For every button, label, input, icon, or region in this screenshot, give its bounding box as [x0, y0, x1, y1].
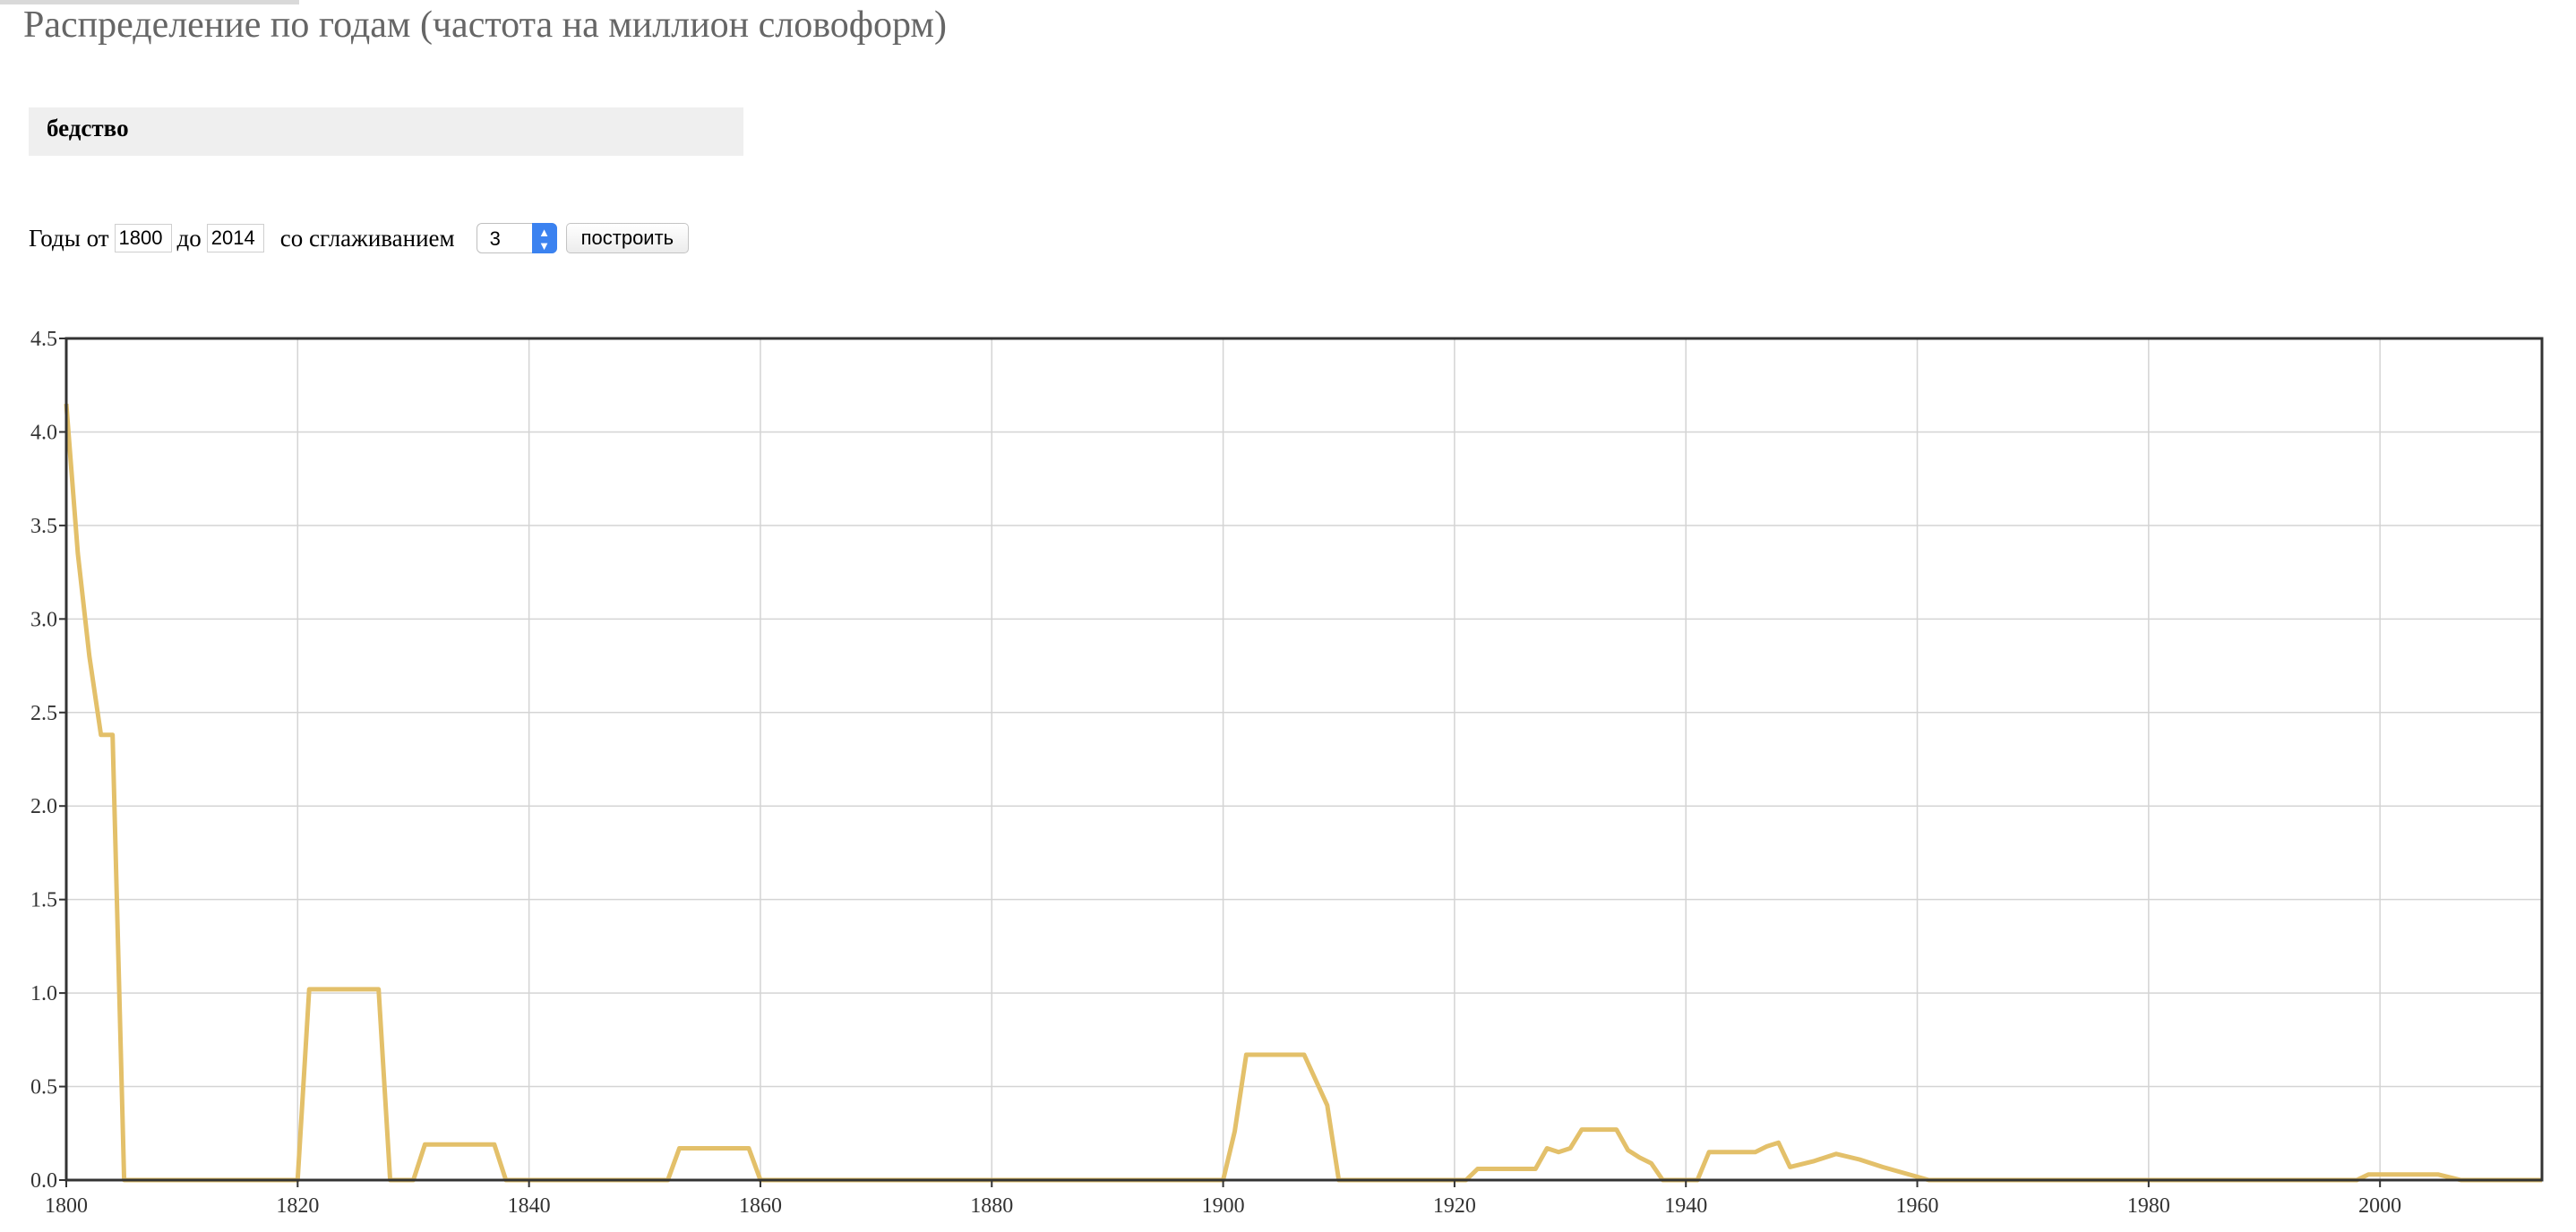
y-tick-label: 2.5 [30, 702, 57, 725]
years-from-label: Годы от [29, 224, 109, 252]
chart-series [64, 403, 2542, 1183]
x-tick-label: 1800 [45, 1194, 88, 1218]
x-tick-label: 1880 [970, 1194, 1013, 1218]
y-tick-label: 4.0 [30, 421, 57, 444]
x-tick-label: 1860 [739, 1194, 782, 1218]
chart-grid [65, 338, 2542, 1181]
top-accent-bar [0, 0, 299, 4]
y-tick-label: 3.0 [30, 608, 57, 631]
smoothing-value: 3 [489, 227, 501, 250]
y-tick-label: 4.5 [30, 328, 57, 351]
query-box: бедство [29, 107, 743, 156]
smoothing-label: со сглаживанием [279, 224, 455, 252]
x-tick-label: 1980 [2127, 1194, 2170, 1218]
y-tick-label: 2.0 [30, 795, 57, 818]
x-tick-label: 2000 [2358, 1194, 2401, 1218]
x-tick-label: 1920 [1433, 1194, 1476, 1218]
y-tick-label: 0.5 [30, 1076, 57, 1099]
x-tick-label: 1940 [1664, 1194, 1707, 1218]
chart-frame [59, 337, 2544, 1187]
y-tick-label: 1.0 [30, 982, 57, 1005]
y-tick-label: 3.5 [30, 515, 57, 538]
x-tick-label: 1960 [1896, 1194, 1939, 1218]
y-tick-label: 1.5 [30, 889, 57, 912]
controls-row: Годы от до со сглаживанием 3 ▲▼ построит… [29, 220, 690, 256]
chart-tick-labels: 0.0 0.5 1.0 1.5 2.0 2.5 3.0 3.5 4.0 4.5 1800 1820 18… [30, 328, 2401, 1218]
x-tick-label: 1900 [1202, 1194, 1245, 1218]
series-line [64, 403, 2542, 1183]
year-to-input[interactable] [206, 224, 264, 252]
query-word: бедство [47, 115, 129, 141]
to-label: до [176, 224, 202, 252]
build-button[interactable]: построить [565, 223, 690, 253]
y-tick-label: 0.0 [30, 1169, 57, 1193]
smoothing-select[interactable]: 3 ▲ ▼ [476, 223, 557, 253]
plot-frame [64, 337, 2544, 1182]
select-arrows-icon: ▲ ▼ [531, 223, 557, 253]
x-tick-label: 1820 [276, 1194, 319, 1218]
page-title: Распределение по годам (частота на милли… [23, 4, 947, 46]
x-tick-label: 1840 [508, 1194, 551, 1218]
year-from-input[interactable] [114, 224, 172, 252]
